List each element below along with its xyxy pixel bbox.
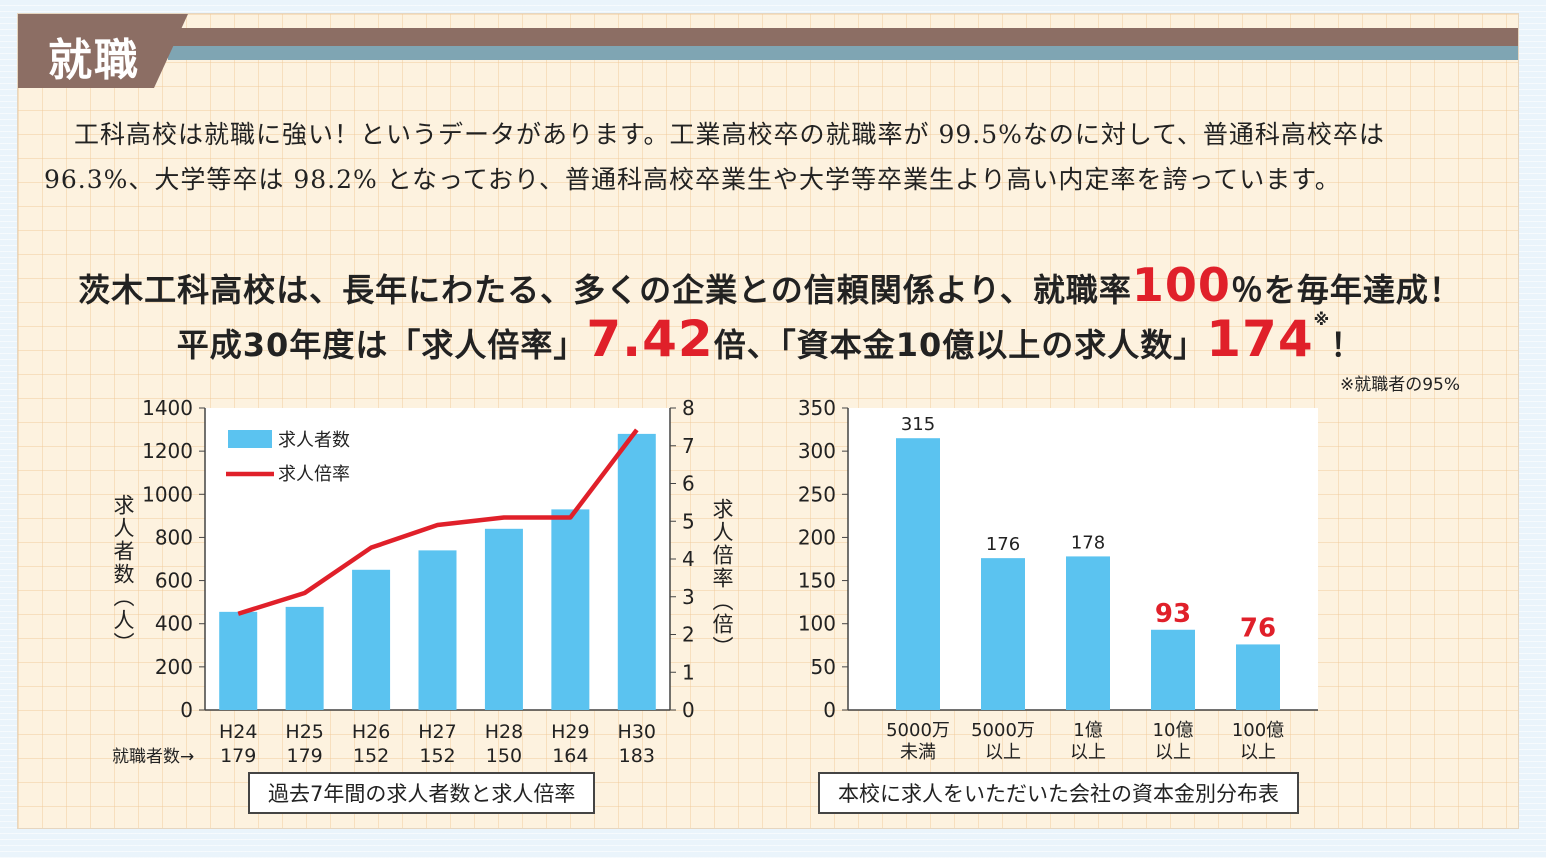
headline2-mark: ※ bbox=[1313, 310, 1331, 329]
chart2-ytick-label: 300 bbox=[798, 439, 836, 463]
chart2-data-label: 176 bbox=[986, 534, 1020, 555]
chart2-bar bbox=[1236, 644, 1280, 710]
headline2-value1: 7.42 bbox=[586, 310, 714, 368]
chart2-ytick-label: 350 bbox=[798, 396, 836, 420]
chart2-xtick-label-line2: 以上 bbox=[985, 742, 1021, 763]
chart1-ytick-label: 1400 bbox=[142, 396, 193, 420]
intro-paragraph: 工科高校は就職に強い！というデータがあります。工業高校卒の就職率が 99.5%な… bbox=[44, 120, 1385, 194]
chart1-y2tick-label: 8 bbox=[682, 396, 695, 420]
chart1-bar bbox=[484, 528, 523, 710]
chart1-sub-label: 164 bbox=[552, 745, 588, 767]
chart1-xtick-label: H26 bbox=[352, 721, 390, 743]
chart1-sub-label: 150 bbox=[486, 745, 522, 767]
headline2-mid: 倍、「資本金10億以上の求人数」 bbox=[713, 326, 1207, 364]
chart2-ytick-label: 50 bbox=[811, 655, 836, 679]
header-stripe-blue bbox=[168, 46, 1518, 60]
chart1-y2tick-label: 0 bbox=[682, 698, 695, 722]
chart2-ytick-label: 250 bbox=[798, 482, 836, 506]
chart2-data-label: 76 bbox=[1240, 613, 1276, 643]
chart1-y2tick-label: 3 bbox=[682, 585, 695, 609]
chart1-bar bbox=[617, 433, 656, 710]
chart1-legend-bar-label: 求人者数 bbox=[278, 430, 350, 451]
chart1-sub-label: 183 bbox=[619, 745, 655, 767]
chart1-xtick-label: H24 bbox=[219, 721, 257, 743]
chart2-data-label: 315 bbox=[901, 414, 935, 435]
headline-job-ratio: 平成30年度は「求人倍率」7.42倍、「資本金10億以上の求人数」174※！ bbox=[20, 310, 1520, 368]
chart1-y2tick-label: 2 bbox=[682, 623, 695, 647]
chart1-legend-line-label: 求人倍率 bbox=[278, 464, 350, 485]
chart1-xtick-label: H25 bbox=[285, 721, 323, 743]
chart2-ytick-label: 100 bbox=[798, 612, 836, 636]
chart1-bar bbox=[219, 611, 258, 710]
chart1-sub-label: 179 bbox=[287, 745, 323, 767]
chart1-ytick-label: 1000 bbox=[142, 482, 193, 506]
chart2-xtick-label: 5000万 bbox=[886, 720, 950, 741]
chart1-ytick-label: 1200 bbox=[142, 439, 193, 463]
chart1-y2label: 求人倍率（倍） bbox=[710, 498, 734, 659]
chart2-xtick-label: 100億 bbox=[1232, 720, 1284, 741]
section-title: 就職 bbox=[48, 35, 140, 86]
chart1-y2tick-label: 6 bbox=[682, 472, 695, 496]
headline2-post: ！ bbox=[1330, 326, 1364, 364]
headline1-post: ％を毎年達成！ bbox=[1230, 271, 1462, 309]
chart1-ytick-label: 200 bbox=[155, 655, 193, 679]
footnote: ※就職者の95% bbox=[1340, 375, 1461, 395]
chart2-ytick-label: 200 bbox=[798, 525, 836, 549]
chart1-xtick-label: H28 bbox=[485, 721, 523, 743]
chart2-xtick-label: 1億 bbox=[1073, 720, 1102, 741]
chart1-ytick-label: 600 bbox=[155, 569, 193, 593]
chart1-bar bbox=[285, 606, 324, 710]
chart2-xtick-label-line2: 以上 bbox=[1240, 742, 1276, 763]
chart1-xtick-label: H30 bbox=[618, 721, 656, 743]
chart2-data-label: 178 bbox=[1071, 532, 1105, 553]
headline2-value2: 174 bbox=[1206, 310, 1314, 368]
header-bar bbox=[18, 14, 1518, 74]
chart2-ytick-label: 0 bbox=[823, 698, 836, 722]
chart2-xtick-label: 10億 bbox=[1153, 720, 1194, 741]
headline2-pre: 平成30年度は「求人倍率」 bbox=[176, 326, 587, 364]
chart2-xtick-label-line2: 以上 bbox=[1070, 742, 1106, 763]
chart2-bar bbox=[896, 438, 940, 710]
chart1-y2tick-label: 7 bbox=[682, 434, 695, 458]
chart2-bar bbox=[1066, 556, 1110, 710]
chart2-bar bbox=[981, 558, 1025, 710]
chart1-sub-label: 179 bbox=[220, 745, 256, 767]
chart1-sub-axis-label: 就職者数→ bbox=[112, 747, 194, 767]
chart1-bar bbox=[352, 569, 391, 710]
headline1-value: 100 bbox=[1131, 258, 1231, 312]
chart2-data-label: 93 bbox=[1155, 599, 1191, 629]
chart1-sub-label: 152 bbox=[419, 745, 455, 767]
chart2-caption: 本校に求人をいただいた会社の資本金別分布表 bbox=[818, 772, 1299, 814]
chart2-xtick-label-line2: 以上 bbox=[1155, 742, 1191, 763]
chart2-ytick-label: 150 bbox=[798, 569, 836, 593]
chart2-xtick-label: 5000万 bbox=[971, 720, 1035, 741]
chart1-ylabel: 求人者数（人） bbox=[111, 494, 135, 655]
chart1-xtick-label: H27 bbox=[418, 721, 456, 743]
header-stripe-brown bbox=[18, 28, 1518, 46]
chart1-bar bbox=[551, 509, 590, 710]
chart1-ytick-label: 800 bbox=[155, 525, 193, 549]
chart1-y2tick-label: 1 bbox=[682, 660, 695, 684]
chart1-y2tick-label: 5 bbox=[682, 509, 695, 533]
chart1-legend-bar-swatch bbox=[228, 430, 272, 448]
headline-employment-rate: 茨木工科高校は、長年にわたる、多くの企業との信頼関係より、就職率100％を毎年達… bbox=[20, 258, 1520, 312]
chart1-y2tick-label: 4 bbox=[682, 547, 695, 571]
chart2-xtick-label-line2: 未満 bbox=[900, 742, 936, 763]
chart1-bar bbox=[418, 550, 457, 710]
chart2-bar bbox=[1151, 629, 1195, 710]
chart1-ytick-label: 0 bbox=[180, 698, 193, 722]
chart1-ytick-label: 400 bbox=[155, 612, 193, 636]
headline1-pre: 茨木工科高校は、長年にわたる、多くの企業との信頼関係より、就職率 bbox=[78, 271, 1132, 309]
chart1-xtick-label: H29 bbox=[551, 721, 589, 743]
chart1-caption: 過去7年間の求人者数と求人倍率 bbox=[248, 772, 596, 814]
chart1-sub-label: 152 bbox=[353, 745, 389, 767]
